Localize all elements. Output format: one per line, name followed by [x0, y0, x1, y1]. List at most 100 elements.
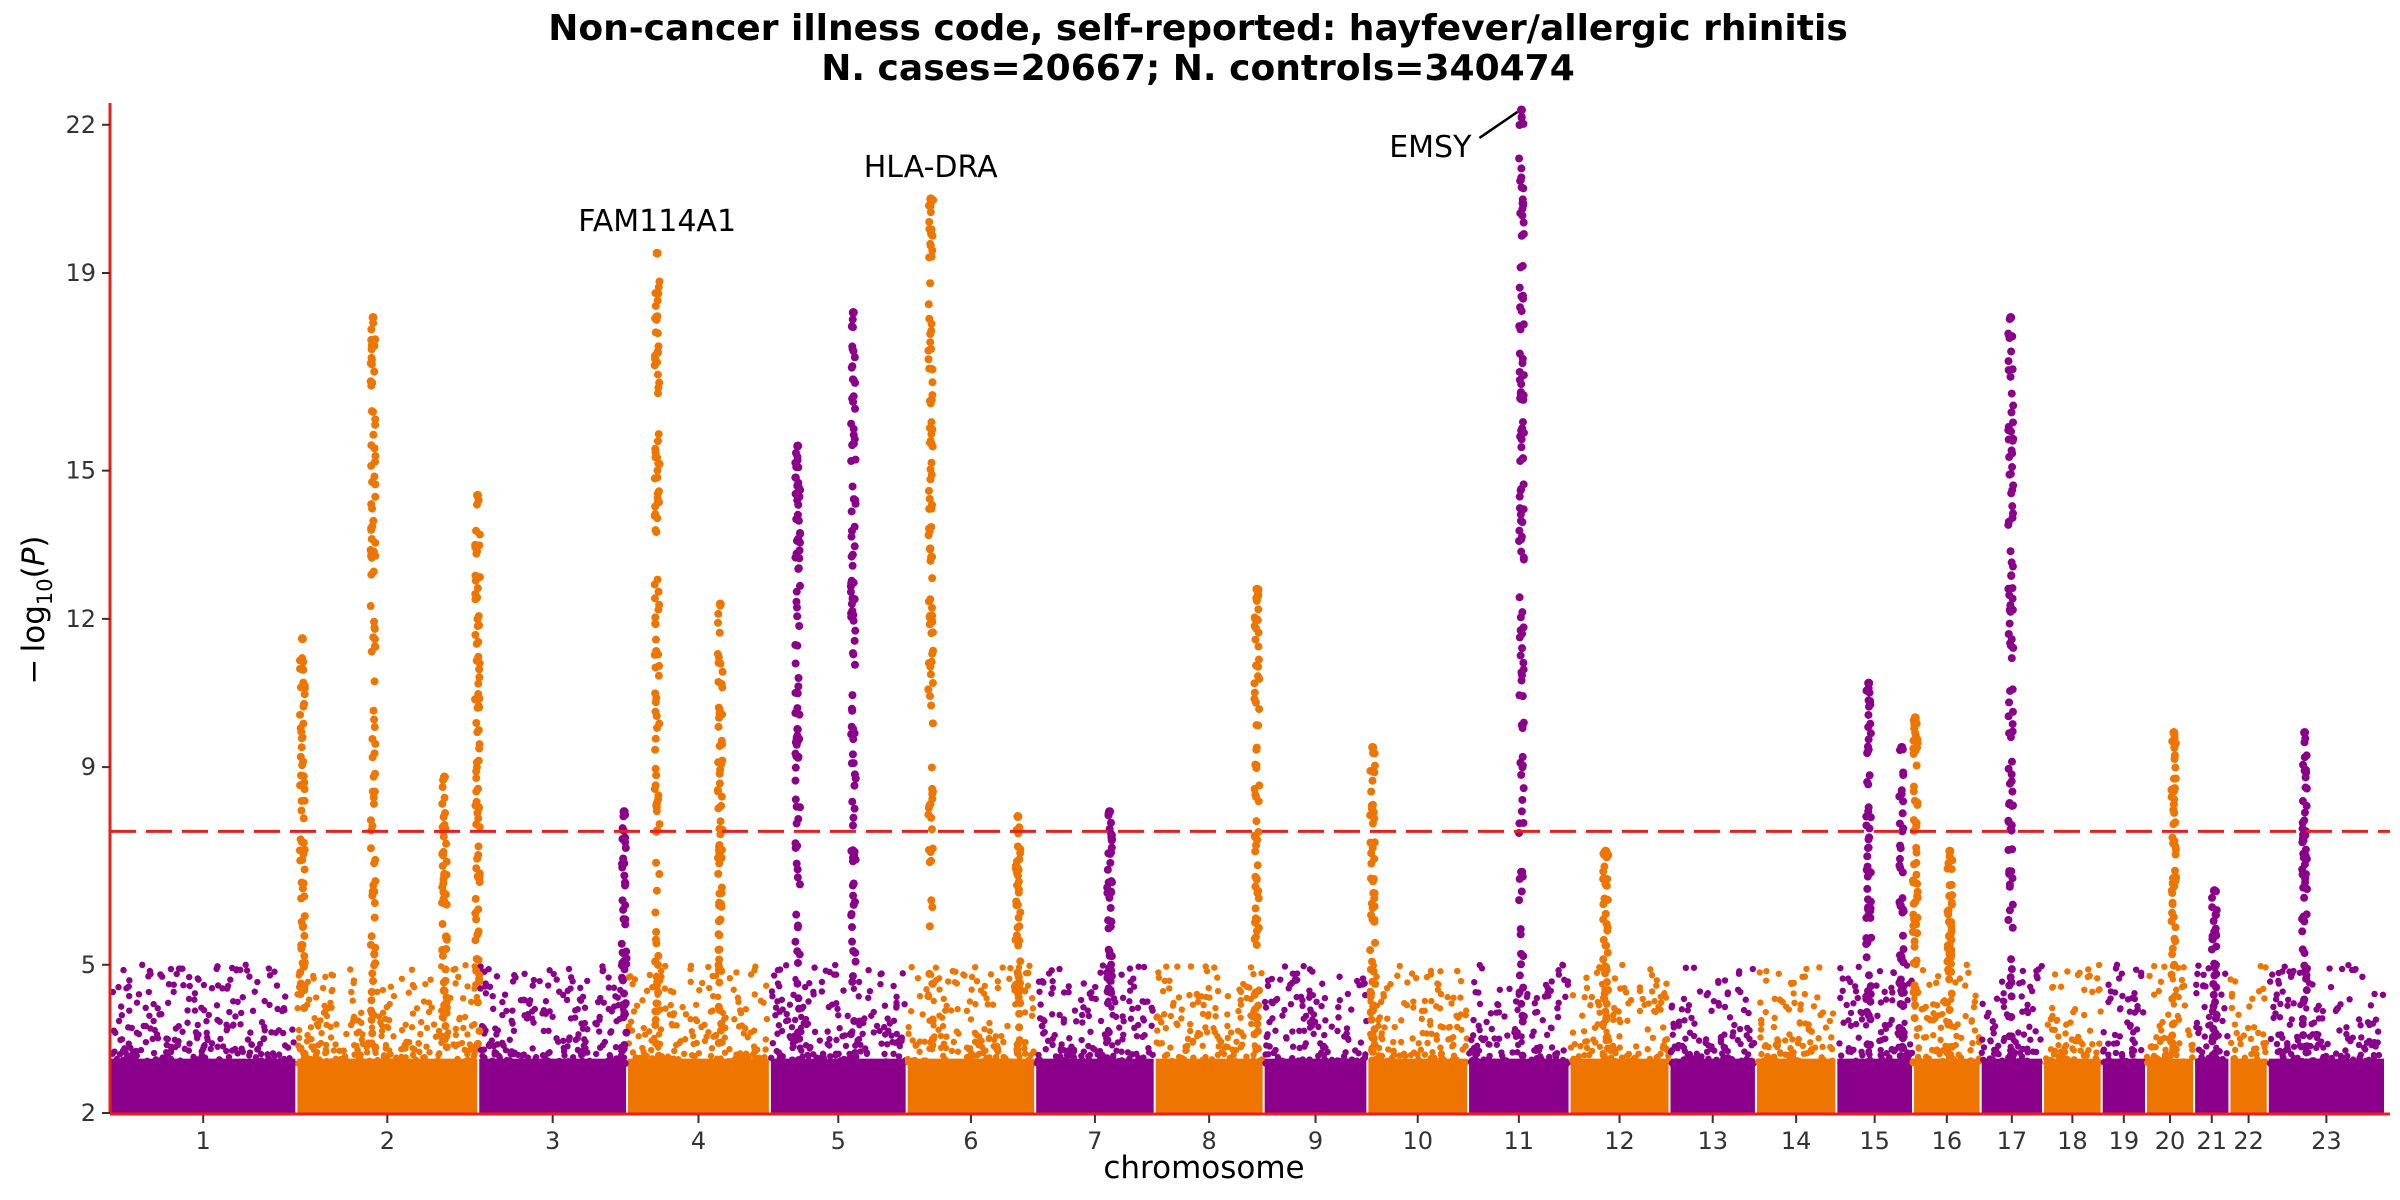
snp-point	[654, 487, 663, 496]
snp-point	[1104, 1057, 1113, 1066]
snp-point	[1517, 770, 1526, 779]
snp-point	[928, 979, 937, 988]
snp-point	[924, 685, 933, 694]
snp-point	[1004, 1057, 1011, 1065]
snp-point	[1518, 692, 1527, 701]
snp-point	[640, 1024, 647, 1032]
snp-point	[1755, 1058, 1762, 1065]
snp-point	[2152, 1043, 2159, 1051]
snp-point	[2072, 1038, 2079, 1045]
snp-point	[2277, 1031, 2285, 1038]
snp-point	[445, 1058, 452, 1065]
snp-point	[1657, 993, 1665, 1000]
snp-point	[1971, 1027, 1979, 1034]
snp-point	[1989, 1017, 1996, 1025]
snp-point	[2113, 961, 2121, 969]
snp-point	[1266, 1018, 1273, 1026]
snp-point	[379, 1009, 387, 1016]
snp-point	[1519, 480, 1528, 489]
snp-point	[1016, 957, 1025, 966]
snp-point	[2107, 1059, 2115, 1066]
snp-point	[714, 869, 723, 878]
snp-point	[772, 1004, 780, 1011]
snp-point	[986, 1028, 994, 1035]
snp-point	[793, 641, 802, 650]
snp-point	[348, 988, 355, 996]
snp-point	[1685, 1002, 1693, 1009]
peak-top-point	[439, 772, 449, 782]
dense-band-chr20	[2147, 1058, 2194, 1114]
snp-point	[927, 319, 936, 328]
snp-point	[1057, 1045, 1065, 1052]
snp-point	[295, 1026, 303, 1034]
snp-point	[1107, 960, 1116, 969]
snp-point	[717, 1038, 726, 1047]
snp-point	[796, 803, 805, 812]
snp-point	[471, 909, 480, 918]
snp-point	[2112, 1049, 2120, 1057]
snp-point	[2345, 1060, 2353, 1067]
snp-point	[973, 977, 981, 985]
snp-point	[1161, 977, 1169, 985]
snp-point	[1703, 1048, 1711, 1056]
snp-point	[1368, 1006, 1377, 1015]
snp-point	[298, 940, 307, 949]
snp-point	[1771, 1014, 1778, 1022]
snp-point	[452, 1031, 460, 1039]
peak-chr6	[1011, 812, 1025, 1066]
snp-point	[1610, 1016, 1617, 1024]
snp-point	[1854, 994, 1861, 1002]
snp-point	[1663, 980, 1670, 987]
snp-point	[2344, 1052, 2351, 1060]
snp-point	[2111, 1031, 2119, 1039]
snp-point	[191, 990, 199, 997]
snp-point	[806, 980, 813, 987]
snp-point	[370, 367, 379, 376]
snp-point	[2374, 1039, 2381, 1046]
snp-point	[651, 354, 660, 363]
snp-point	[848, 561, 857, 570]
snp-point	[1911, 995, 1918, 1002]
snp-point	[464, 983, 471, 990]
snp-point	[654, 671, 663, 680]
snp-point	[928, 425, 937, 434]
snp-point	[2008, 720, 2017, 729]
snp-point	[648, 1046, 655, 1054]
snp-point	[1758, 1020, 1765, 1027]
snp-point	[1357, 1039, 1365, 1046]
snp-point	[1367, 801, 1376, 810]
snp-point	[848, 482, 857, 491]
snp-point	[2096, 1040, 2103, 1047]
snp-point	[925, 969, 934, 978]
snp-point	[681, 1050, 688, 1058]
snp-point	[1178, 1006, 1186, 1013]
snp-point	[1792, 1057, 1799, 1064]
snp-point	[2032, 1060, 2040, 1067]
snp-point	[410, 983, 418, 991]
snp-point	[1911, 746, 1920, 755]
snp-point	[601, 1038, 609, 1046]
snp-point	[1517, 949, 1526, 958]
snp-point	[1844, 1060, 1852, 1067]
snp-point	[526, 997, 534, 1004]
snp-point	[1250, 688, 1259, 697]
snp-point	[655, 277, 664, 286]
snp-point	[311, 1055, 318, 1063]
snp-point	[424, 1059, 431, 1066]
snp-point	[482, 980, 489, 987]
snp-point	[1518, 644, 1527, 653]
snp-point	[1737, 988, 1744, 996]
snp-point	[1396, 962, 1403, 970]
snp-point	[1071, 1007, 1079, 1014]
snp-point	[1024, 1059, 1032, 1067]
snp-point	[750, 1050, 757, 1058]
snp-point	[971, 964, 979, 971]
snp-point	[2203, 1043, 2210, 1050]
snp-point	[320, 1009, 328, 1016]
snp-point	[296, 968, 305, 977]
snp-point	[717, 680, 726, 689]
snp-point	[1154, 1027, 1161, 1034]
snp-point	[687, 962, 695, 969]
snp-point	[769, 993, 776, 1000]
snp-point	[473, 615, 482, 624]
